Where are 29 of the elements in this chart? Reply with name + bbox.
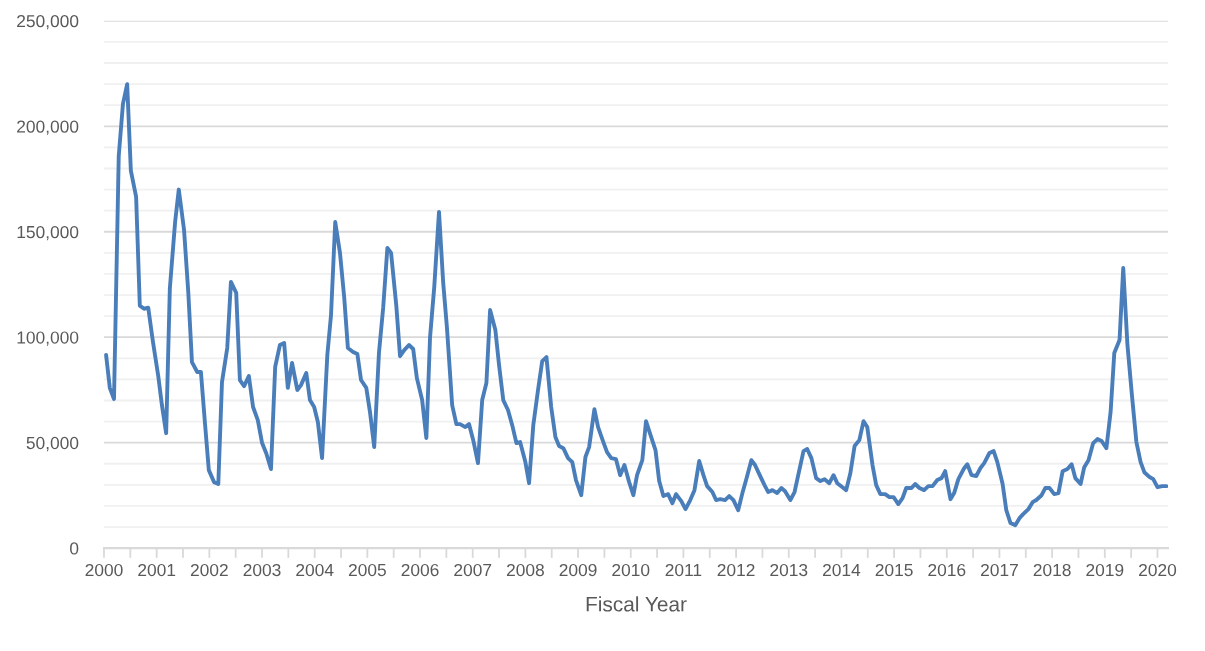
- x-tick-label: 2016: [928, 563, 966, 577]
- x-tick-label: 2011: [665, 563, 702, 577]
- x-tick-label: 2020: [1139, 563, 1177, 577]
- x-tick-label: 2012: [717, 563, 755, 577]
- x-tick-label: 2017: [981, 563, 1018, 577]
- x-tick-label: 2008: [506, 563, 544, 577]
- x-tick-label: 2006: [401, 563, 439, 577]
- x-tick-label: 2019: [1086, 563, 1124, 577]
- x-tick-label: 2013: [770, 563, 808, 577]
- x-tick-label: 2000: [85, 563, 123, 577]
- y-tick-label: 250,000: [17, 15, 79, 30]
- x-tick-label: 2002: [190, 563, 228, 577]
- y-tick-label: 100,000: [17, 331, 79, 346]
- x-tick-label: 2015: [875, 563, 913, 577]
- x-tick-label: 2001: [138, 563, 176, 577]
- x-tick-label: 2007: [454, 563, 492, 577]
- x-tick-label: 2005: [348, 563, 386, 577]
- x-tick-label: 2009: [559, 563, 597, 577]
- x-tick-label: 2014: [822, 563, 861, 577]
- x-axis-title: Fiscal Year: [586, 596, 687, 612]
- y-tick-label: 0: [70, 542, 79, 555]
- x-tick-label: 2004: [296, 563, 334, 577]
- y-tick-label: 50,000: [26, 436, 79, 452]
- line-series: [104, 82, 1169, 528]
- x-tick-label: 2010: [612, 563, 650, 577]
- y-tick-label: 150,000: [17, 225, 79, 241]
- x-tick-label: 2003: [243, 563, 281, 577]
- x-tick-label: 2018: [1033, 563, 1071, 577]
- y-tick-label: 200,000: [17, 120, 79, 135]
